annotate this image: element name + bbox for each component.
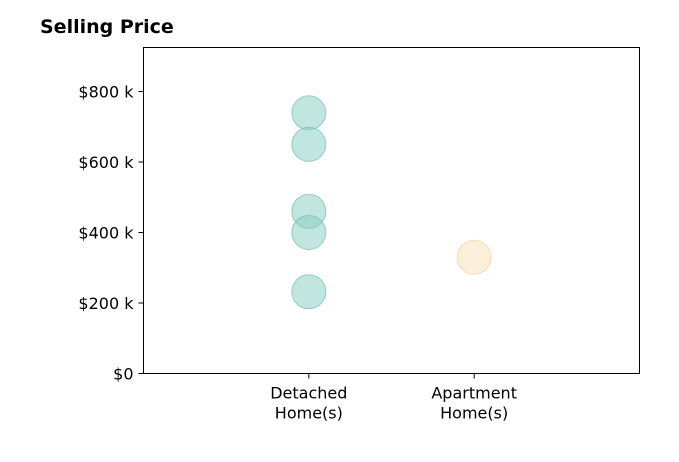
data-point [291, 95, 327, 131]
data-points [291, 95, 492, 310]
x-tick-label: Apartment Home(s) [431, 384, 517, 423]
data-point [456, 239, 492, 275]
y-tick-label: $400 k [78, 224, 134, 243]
x-tick-label: Detached Home(s) [270, 384, 347, 423]
y-axis: $0 $200 k $400 k $600 k $800 k [78, 83, 144, 384]
data-point [291, 126, 327, 162]
x-tick-label-line: Home(s) [275, 404, 343, 423]
x-tick-label-line: Apartment [431, 384, 517, 403]
chart-title: Selling Price [40, 16, 174, 38]
y-tick-label: $800 k [78, 83, 134, 102]
y-tick-label: $600 k [78, 153, 134, 172]
data-point [291, 274, 327, 310]
y-tick-label: $200 k [78, 294, 134, 313]
x-axis: Detached Home(s)Apartment Home(s) [270, 373, 517, 423]
plot-frame [143, 47, 640, 374]
data-point [291, 215, 327, 251]
x-tick-label-line: Home(s) [440, 404, 508, 423]
y-tick-label: $0 [113, 365, 133, 384]
x-tick-label-line: Detached [270, 384, 347, 403]
